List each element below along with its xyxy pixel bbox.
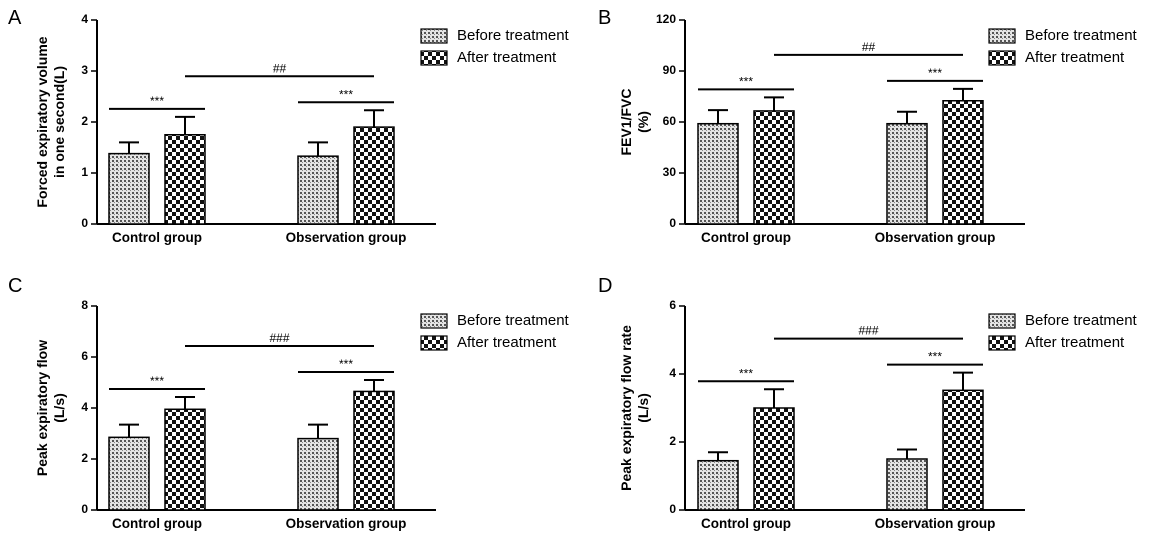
legend-label-after: After treatment [457, 49, 557, 66]
category-label: Control group [701, 230, 791, 245]
bar-before [108, 152, 150, 225]
y-axis-label: Peak expiratory flow [34, 340, 50, 476]
y-tick-label: 4 [669, 366, 676, 380]
category-label: Observation group [286, 230, 407, 245]
legend-label-before: Before treatment [457, 312, 570, 329]
bar-before [886, 458, 928, 511]
legend-label-before: Before treatment [1025, 27, 1138, 44]
legend-swatch-after [420, 335, 448, 351]
legend-label-after: After treatment [457, 334, 557, 351]
panel-a: A Forced expiratory volume in one second(L… [8, 7, 570, 245]
y-tick-label: 4 [81, 400, 88, 414]
bar-after [942, 389, 984, 511]
panels: A Forced expiratory volume in one second(L… [8, 7, 1138, 531]
legend-swatch-after [988, 50, 1016, 66]
significance-label: *** [339, 357, 353, 371]
y-tick-label: 4 [81, 12, 88, 26]
bar-after [942, 100, 984, 225]
bar-before [297, 155, 339, 225]
significance-label: *** [739, 366, 753, 380]
panel-b: B FEV1/FVC (%) 0 30 60 90 120 Control group *** Ob… [598, 7, 1138, 245]
bar-before [108, 436, 150, 511]
significance-label: *** [150, 374, 164, 388]
panel-c: C Peak expiratory flow (L/s) 0 2 4 6 8 Control g… [8, 275, 570, 531]
category-label: Observation group [875, 516, 996, 531]
category-label: Observation group [875, 230, 996, 245]
bar-after [164, 134, 206, 225]
y-tick-label: 6 [669, 298, 676, 312]
y-axis-label: (L/s) [635, 393, 651, 423]
category-label: Control group [112, 230, 202, 245]
y-axis-label: (%) [635, 111, 651, 133]
bar-before [697, 459, 739, 511]
y-axis-label: FEV1/FVC [618, 89, 634, 156]
between-group-label: ### [269, 331, 289, 345]
significance-label: *** [150, 94, 164, 108]
category-label: Observation group [286, 516, 407, 531]
legend-swatch-after [420, 50, 448, 66]
legend-swatch-after [988, 335, 1016, 351]
y-axis-label: Forced expiratory volume [34, 36, 50, 207]
legend-label-before: Before treatment [1025, 312, 1138, 329]
y-tick-label: 0 [81, 216, 88, 230]
significance-label: *** [928, 66, 942, 80]
bar-after [164, 408, 206, 511]
y-tick-label: 2 [81, 451, 88, 465]
between-group-label: ## [273, 61, 287, 75]
panel-letter: D [598, 275, 612, 297]
y-tick-label: 2 [669, 434, 676, 448]
bar-before [886, 122, 928, 225]
y-tick-label: 0 [669, 502, 676, 516]
bar-after [753, 407, 795, 511]
y-tick-label: 90 [663, 63, 677, 77]
y-tick-label: 6 [81, 349, 88, 363]
bar-after [753, 110, 795, 225]
panel-letter: A [8, 7, 22, 29]
bar-before [297, 437, 339, 511]
significance-label: *** [739, 74, 753, 88]
between-group-label: ### [858, 324, 878, 338]
y-tick-label: 1 [81, 165, 88, 179]
legend-swatch-before [420, 28, 448, 44]
legend-swatch-before [988, 28, 1016, 44]
legend-label-after: After treatment [1025, 334, 1125, 351]
bar-before [697, 122, 739, 225]
category-label: Control group [701, 516, 791, 531]
y-tick-label: 0 [669, 216, 676, 230]
panel-d: D Peak expiratory flow rate (L/s) 0 2 4 6 Contr… [598, 275, 1138, 531]
significance-label: *** [339, 87, 353, 101]
legend-label-after: After treatment [1025, 49, 1125, 66]
y-axis-label: Peak expiratory flow rate [618, 325, 634, 491]
y-tick-label: 30 [663, 165, 677, 179]
significance-label: *** [928, 350, 942, 364]
panel-letter: C [8, 275, 22, 297]
category-label: Control group [112, 516, 202, 531]
y-tick-label: 0 [81, 502, 88, 516]
between-group-label: ## [862, 40, 876, 54]
legend-swatch-before [420, 313, 448, 329]
bar-after [353, 390, 395, 511]
bar-after [353, 126, 395, 225]
y-tick-label: 3 [81, 63, 88, 77]
y-axis-label: in one second(L) [51, 66, 67, 178]
panel-letter: B [598, 7, 611, 29]
y-tick-label: 120 [656, 12, 676, 26]
legend-label-before: Before treatment [457, 27, 570, 44]
y-tick-label: 2 [81, 114, 88, 128]
y-tick-label: 8 [81, 298, 88, 312]
y-tick-label: 60 [663, 114, 677, 128]
y-axis-label: (L/s) [51, 393, 67, 423]
legend-swatch-before [988, 313, 1016, 329]
